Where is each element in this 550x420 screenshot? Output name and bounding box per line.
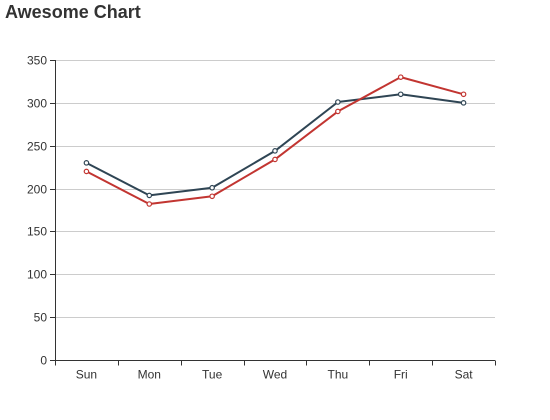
y-tick-label: 50 bbox=[34, 311, 48, 325]
x-tick-label-mon: Mon bbox=[138, 368, 161, 382]
series-line-0 bbox=[85, 93, 464, 197]
x-tick-label-sat: Sat bbox=[455, 368, 474, 382]
y-tick-label: 250 bbox=[27, 140, 47, 154]
data-point-series1-fri bbox=[397, 74, 404, 80]
y-tick-label: 100 bbox=[27, 268, 47, 282]
data-point-series0-mon bbox=[146, 192, 153, 199]
x-tick-label-sun: Sun bbox=[76, 368, 97, 382]
data-point-series1-sun bbox=[83, 168, 90, 175]
data-point-series0-wed bbox=[272, 148, 278, 154]
data-point-series0-sun bbox=[83, 160, 90, 166]
y-tick-label: 150 bbox=[27, 225, 47, 239]
y-tick-label: 300 bbox=[27, 97, 47, 111]
data-point-series1-wed bbox=[272, 156, 278, 163]
data-point-series1-sat bbox=[460, 91, 467, 98]
data-point-series1-mon bbox=[146, 201, 153, 207]
data-point-series1-thu bbox=[335, 108, 341, 115]
y-tick-label: 350 bbox=[27, 54, 47, 68]
chart-title: Awesome Chart bbox=[5, 2, 141, 22]
data-point-series0-fri bbox=[397, 91, 404, 98]
data-point-series1-tue bbox=[209, 193, 215, 200]
x-tick-label-wed: Wed bbox=[263, 368, 287, 382]
data-point-series0-thu bbox=[335, 99, 341, 105]
x-tick-label-tue: Tue bbox=[202, 368, 223, 382]
x-tick-label-fri: Fri bbox=[394, 368, 408, 382]
y-tick-label: 0 bbox=[40, 354, 47, 368]
y-tick-label: 200 bbox=[27, 183, 47, 197]
x-tick-label-thu: Thu bbox=[328, 368, 349, 382]
data-point-series0-sat bbox=[460, 100, 467, 106]
data-point-series0-tue bbox=[209, 184, 215, 191]
